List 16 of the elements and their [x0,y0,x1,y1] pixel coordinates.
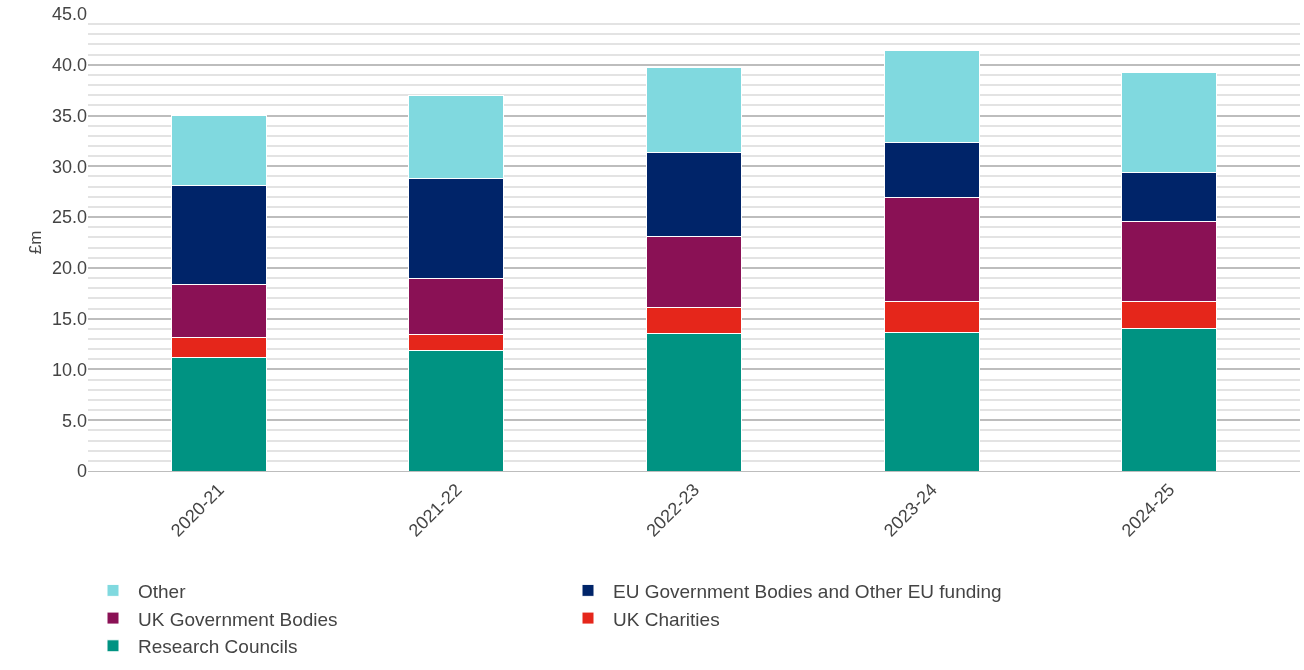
legend-label: EU Government Bodies and Other EU funding [613,580,1002,602]
y-tick-label: 20.0 [51,258,87,279]
legend-label: Other [138,580,187,602]
legend-label: UK Government Bodies [138,608,338,630]
y-tick-label: 5.0 [61,410,87,431]
y-tick-label: 45.0 [51,4,87,25]
y-tick-label: 15.0 [51,308,87,329]
y-tick-label: 10.0 [51,359,87,380]
y-tick-label: 40.0 [51,55,87,76]
y-axis-title: £m [25,230,45,255]
y-tick-label: 35.0 [51,105,87,126]
y-tick-label: 30.0 [51,156,87,177]
legend-label: UK Charities [613,608,720,630]
y-tick-label: 0 [76,461,87,482]
y-tick-label: 25.0 [51,207,87,228]
legend-label: Research Councils [138,636,298,658]
